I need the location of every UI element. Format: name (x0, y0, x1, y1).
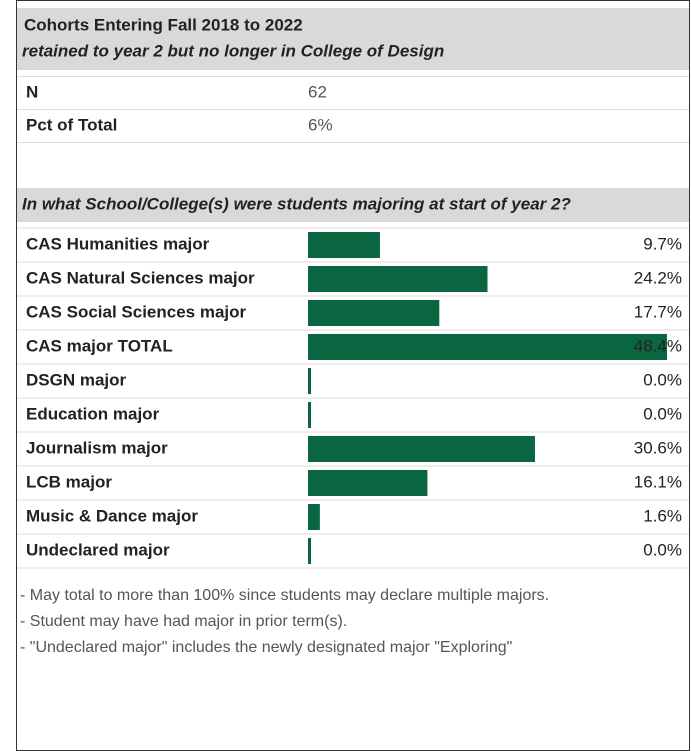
header-band (17, 8, 689, 70)
header-title: Cohorts Entering Fall 2018 to 2022 (24, 15, 303, 34)
summary-value: 6% (308, 115, 333, 134)
value-label: 16.1% (634, 472, 682, 491)
value-label: 0.0% (643, 404, 682, 423)
chart-title: In what School/College(s) were students … (22, 194, 571, 213)
note: - May total to more than 100% since stud… (20, 587, 549, 604)
value-label: 17.7% (634, 302, 682, 321)
bar (308, 504, 320, 530)
bar (308, 232, 380, 258)
category-label: CAS Natural Sciences major (26, 268, 255, 287)
category-label: Undeclared major (26, 540, 170, 559)
bar (308, 470, 428, 496)
frame (16, 0, 690, 751)
bar (308, 334, 667, 360)
bar (308, 300, 440, 326)
value-label: 9.7% (643, 234, 682, 253)
summary-value: 62 (308, 82, 327, 101)
note: - Student may have had major in prior te… (20, 613, 347, 630)
bar (308, 402, 311, 428)
bar (308, 436, 535, 462)
bar (308, 538, 311, 564)
header-subtitle: retained to year 2 but no longer in Coll… (22, 41, 444, 60)
category-label: CAS major TOTAL (26, 336, 173, 355)
category-label: DSGN major (26, 370, 127, 389)
category-label: Journalism major (26, 438, 168, 457)
category-label: CAS Humanities major (26, 234, 210, 253)
value-label: 24.2% (634, 268, 682, 287)
question-band (17, 188, 689, 222)
summary-label: Pct of Total (26, 115, 117, 134)
value-label: 0.0% (643, 540, 682, 559)
category-label: Music & Dance major (26, 506, 198, 525)
summary-label: N (26, 82, 38, 101)
category-label: Education major (26, 404, 160, 423)
bar (308, 266, 488, 292)
category-label: CAS Social Sciences major (26, 302, 247, 321)
value-label: 0.0% (643, 370, 682, 389)
category-label: LCB major (26, 472, 112, 491)
value-label: 48.4% (634, 336, 682, 355)
value-label: 30.6% (634, 438, 682, 457)
note: - "Undeclared major" includes the newly … (20, 639, 512, 656)
bar (308, 368, 311, 394)
value-label: 1.6% (643, 506, 682, 525)
